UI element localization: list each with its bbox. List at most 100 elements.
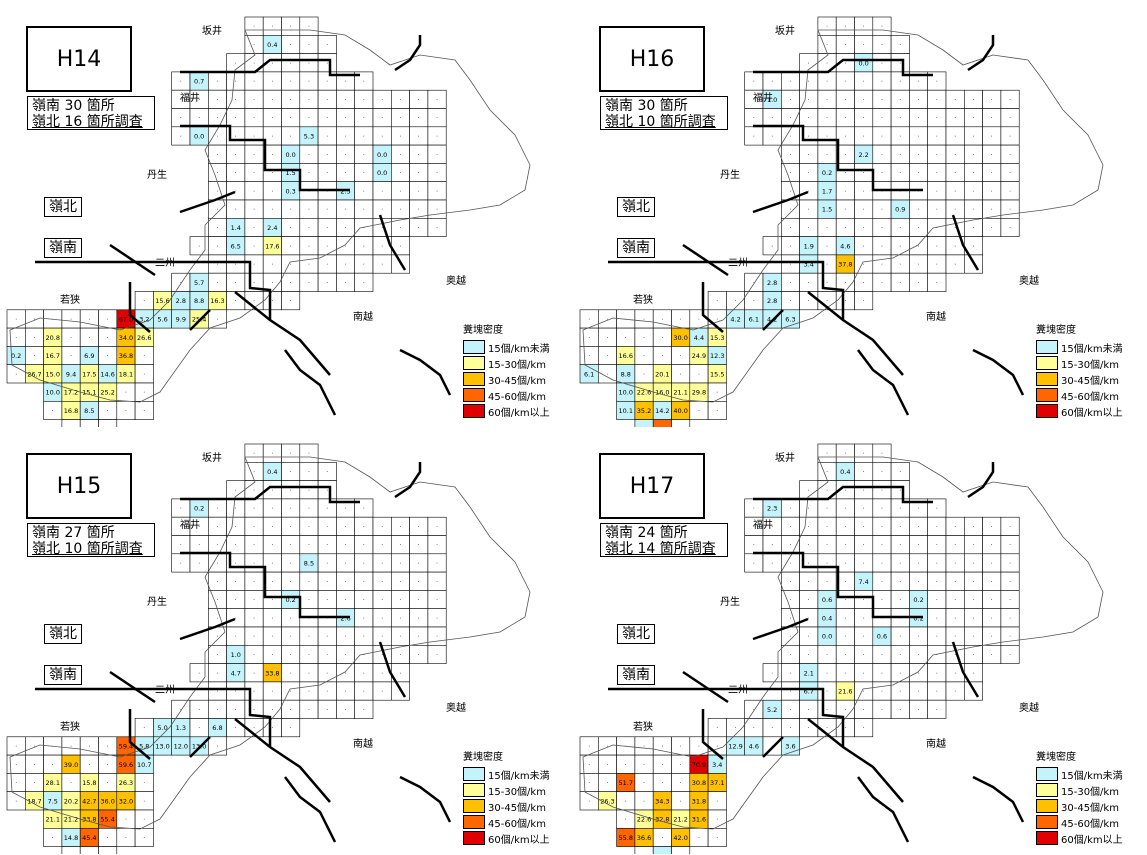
cell-dot: · [436, 152, 438, 159]
region-boundary-line [179, 190, 236, 214]
cell-dot: · [808, 79, 810, 86]
cell-dot: · [1009, 634, 1011, 641]
legend-swatch [1036, 831, 1058, 845]
cell-dot: · [936, 262, 938, 269]
cell-dot: · [844, 79, 846, 86]
grid-cell [707, 827, 727, 847]
cell-dot: · [235, 97, 237, 104]
cell-value: 15.6 [155, 297, 169, 305]
cell-dot: · [180, 115, 182, 122]
cell-value: 0.0 [194, 132, 204, 140]
cell-dot: · [107, 353, 109, 360]
cell-dot: · [625, 316, 627, 323]
cell-dot: · [716, 817, 718, 824]
cell-dot: · [588, 353, 590, 360]
year-label: H15 [26, 453, 132, 519]
cell-dot: · [863, 487, 865, 494]
cell-dot: · [436, 579, 438, 586]
cell-dot: · [826, 542, 828, 549]
cell-dot: · [308, 152, 310, 159]
cell-dot: · [216, 560, 218, 567]
cell-dot: · [771, 670, 773, 677]
cell-dot: · [308, 615, 310, 622]
cell-dot: · [253, 188, 255, 195]
region-boundary-line [284, 349, 337, 416]
survey-count-reinan: 嶺南 30 箇所 [605, 98, 688, 114]
cell-dot: · [844, 97, 846, 104]
cell-dot: · [808, 97, 810, 104]
cell-value: 46.2 [655, 425, 669, 427]
cell-value: 3.6 [785, 742, 795, 750]
cell-dot: · [844, 115, 846, 122]
cell-dot: · [863, 469, 865, 476]
cell-dot: · [844, 707, 846, 714]
cell-value: 26.7 [27, 370, 41, 378]
cell-dot: · [253, 133, 255, 140]
cell-dot: · [680, 353, 682, 360]
cell-value: 21.6 [838, 688, 852, 696]
cell-dot: · [844, 60, 846, 67]
cell-dot: · [15, 798, 17, 805]
cell-dot: · [881, 207, 883, 214]
cell-value: 34.3 [655, 797, 669, 805]
cell-dot: · [363, 152, 365, 159]
cell-dot: · [899, 225, 901, 232]
region-boundary-line [608, 687, 845, 747]
cell-dot: · [271, 115, 273, 122]
grid-cell [1000, 218, 1020, 237]
cell-dot: · [863, 188, 865, 195]
cell-dot: · [954, 542, 956, 549]
cell-dot: · [326, 133, 328, 140]
grid-map: · · · · · 0.4 · · · · · · · · · · 0.7 · · · · · · · · · · · · · · · · · · ·… [6, 16, 531, 427]
cell-dot: · [253, 97, 255, 104]
cell-dot: · [235, 689, 237, 696]
region-boundary-line [35, 687, 272, 747]
cell-dot: · [954, 579, 956, 586]
cell-dot: · [899, 670, 901, 677]
cell-dot: · [753, 506, 755, 513]
cell-dot: · [771, 115, 773, 122]
cell-dot: · [899, 560, 901, 567]
cell-value: 18.1 [119, 370, 133, 378]
cell-dot: · [418, 170, 420, 177]
cell-dot: · [899, 115, 901, 122]
cell-dot: · [899, 597, 901, 604]
cell-dot: · [399, 262, 401, 269]
cell-dot: · [216, 133, 218, 140]
cell-dot: · [588, 743, 590, 750]
cell-value: 0.3 [285, 187, 295, 195]
cell-value: 42.7 [82, 797, 96, 805]
region-boundary-line [753, 58, 933, 77]
survey-count-box: 嶺南 24 箇所 嶺北 14 箇所調査 [600, 523, 728, 557]
cell-dot: · [326, 188, 328, 195]
cell-dot: · [863, 506, 865, 513]
cell-dot: · [235, 707, 237, 714]
cell-value: 9.4 [66, 370, 76, 378]
cell-dot: · [643, 316, 645, 323]
cell-dot: · [290, 487, 292, 494]
cell-dot: · [253, 707, 255, 714]
cell-dot: · [290, 60, 292, 67]
cell-value: 39.0 [64, 761, 78, 769]
cell-dot: · [881, 225, 883, 232]
grid-cell [671, 846, 691, 854]
region-boundary-line [128, 282, 151, 333]
cell-value: 0.4 [822, 614, 832, 622]
cell-dot: · [253, 115, 255, 122]
cell-dot: · [326, 42, 328, 49]
cell-dot: · [881, 133, 883, 140]
cell-dot: · [972, 579, 974, 586]
cell-dot: · [863, 79, 865, 86]
cell-dot: · [789, 170, 791, 177]
cell-value: 2.8 [767, 279, 777, 287]
cell-dot: · [991, 560, 993, 567]
cell-dot: · [1009, 207, 1011, 214]
cell-dot: · [844, 615, 846, 622]
cell-dot: · [345, 634, 347, 641]
region-boundary-line [967, 35, 995, 72]
region-boundary-line [394, 462, 422, 499]
cell-dot: · [363, 243, 365, 250]
cell-dot: · [345, 97, 347, 104]
cell-dot: · [143, 298, 145, 305]
cell-dot: · [716, 316, 718, 323]
